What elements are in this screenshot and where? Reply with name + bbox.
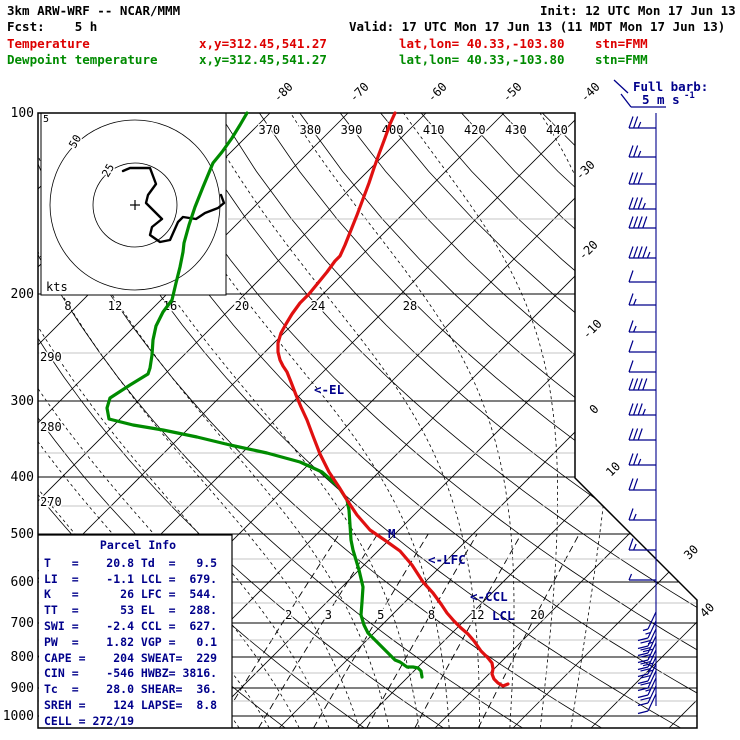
- parcel-row: PW = 1.82 VGP = 0.1: [44, 634, 218, 649]
- svg-text:kts: kts: [46, 280, 68, 294]
- svg-text:380: 380: [300, 123, 322, 137]
- svg-text:600: 600: [11, 575, 34, 590]
- chart-frame: [37, 112, 698, 729]
- svg-text:100: 100: [11, 106, 34, 121]
- parcel-row: T = 20.8 Td = 9.5: [44, 555, 218, 570]
- parcel-row: SWI = -2.4 CCL = 627.: [44, 618, 218, 633]
- forecast-hour: Fcst: 5 h: [7, 19, 98, 34]
- svg-text:-20: -20: [576, 238, 601, 263]
- svg-text:Full barb:: Full barb:: [633, 79, 708, 94]
- svg-text:2: 2: [285, 608, 292, 622]
- svg-text:410: 410: [423, 123, 445, 137]
- valid-time: Valid: 17 UTC Mon 17 Jun 13 (11 MDT Mon …: [349, 19, 726, 34]
- svg-text:200: 200: [11, 287, 34, 302]
- temperature-xy: x,y=312.45,541.27: [199, 36, 327, 51]
- temperature-latlon: lat,lon= 40.33,-103.80: [399, 36, 565, 51]
- full-barb-legend: Full barb:5 m s -1: [613, 79, 708, 108]
- svg-text:<-LFC: <-LFC: [428, 552, 466, 567]
- svg-text:-50: -50: [500, 80, 525, 105]
- svg-text:5 m s: 5 m s: [642, 92, 680, 107]
- svg-text:8: 8: [428, 608, 435, 622]
- init-time: Init: 12 UTC Mon 17 Jun 13: [540, 3, 736, 18]
- svg-text:-80: -80: [271, 80, 296, 105]
- svg-text:-1: -1: [684, 91, 695, 101]
- svg-text:<-EL: <-EL: [314, 382, 345, 397]
- svg-text:270: 270: [40, 495, 62, 509]
- dewpoint-latlon: lat,lon= 40.33,-103.80: [399, 52, 565, 67]
- parcel-row: LI = -1.1 LCL = 679.: [44, 571, 218, 586]
- svg-text:300: 300: [11, 394, 34, 409]
- dewpoint-station: stn=FMM: [595, 52, 648, 67]
- parcel-info-title: Parcel Info: [99, 538, 177, 552]
- svg-text:420: 420: [464, 123, 486, 137]
- svg-text:-70: -70: [347, 80, 372, 105]
- wind-barb-column: [628, 113, 657, 715]
- parcel-row: K = 26 LFC = 544.: [44, 587, 218, 602]
- svg-text:30: 30: [681, 542, 701, 562]
- svg-text:5: 5: [43, 114, 49, 125]
- svg-text:28: 28: [403, 299, 417, 313]
- svg-text:700: 700: [11, 616, 34, 631]
- dewpoint-curve: [105, 111, 424, 679]
- svg-text:24: 24: [311, 299, 325, 313]
- svg-text:0: 0: [587, 402, 602, 417]
- svg-text:1000: 1000: [3, 709, 34, 724]
- svg-text:370: 370: [258, 123, 280, 137]
- svg-text:400: 400: [11, 470, 34, 485]
- dewpoint-xy: x,y=312.45,541.27: [199, 52, 327, 67]
- svg-text:440: 440: [546, 123, 568, 137]
- svg-text:390: 390: [341, 123, 363, 137]
- parcel-info-box: Parcel Info T = 20.8 Td = 9.5 LI = -1.1 …: [44, 538, 232, 730]
- svg-text:40: 40: [697, 600, 717, 620]
- svg-text:800: 800: [11, 650, 34, 665]
- svg-text:5: 5: [377, 608, 384, 622]
- svg-text:LCL: LCL: [492, 608, 515, 623]
- svg-text:10: 10: [603, 459, 623, 479]
- parcel-row: TT = 53 EL = 288.: [44, 603, 218, 618]
- svg-text:M: M: [388, 526, 396, 541]
- temperature-legend-label: Temperature: [7, 36, 90, 51]
- svg-text:-10: -10: [580, 317, 605, 342]
- svg-text:900: 900: [11, 681, 34, 696]
- svg-text:-60: -60: [425, 80, 450, 105]
- svg-text:280: 280: [40, 420, 62, 434]
- dewpoint-legend-label: Dewpoint temperature: [7, 52, 158, 67]
- svg-text:-40: -40: [578, 80, 603, 105]
- svg-text:430: 430: [505, 123, 527, 137]
- svg-text:12: 12: [470, 608, 484, 622]
- svg-text:500: 500: [11, 527, 34, 542]
- parcel-row: CAPE = 204 SWEAT= 229: [44, 650, 218, 665]
- svg-text:8: 8: [64, 299, 71, 313]
- svg-text:20: 20: [530, 608, 544, 622]
- parcel-row: Tc = 28.0 SHEAR= 36.: [44, 682, 218, 697]
- svg-text:290: 290: [40, 350, 62, 364]
- parcel-row: SREH = 124 LAPSE= 8.8: [44, 697, 218, 712]
- model-title: 3km ARW-WRF -- NCAR/MMM: [7, 3, 181, 18]
- temperature-station: stn=FMM: [595, 36, 648, 51]
- svg-text:12: 12: [108, 299, 122, 313]
- parcel-row: CIN = -546 HWBZ= 3816.: [44, 666, 218, 681]
- temperature-curve: [276, 111, 510, 688]
- svg-text:20: 20: [235, 299, 249, 313]
- svg-text:3: 3: [325, 608, 332, 622]
- svg-text:<-CCL: <-CCL: [470, 589, 508, 604]
- svg-text:-30: -30: [573, 158, 598, 183]
- parcel-row: CELL = 272/19: [44, 713, 135, 728]
